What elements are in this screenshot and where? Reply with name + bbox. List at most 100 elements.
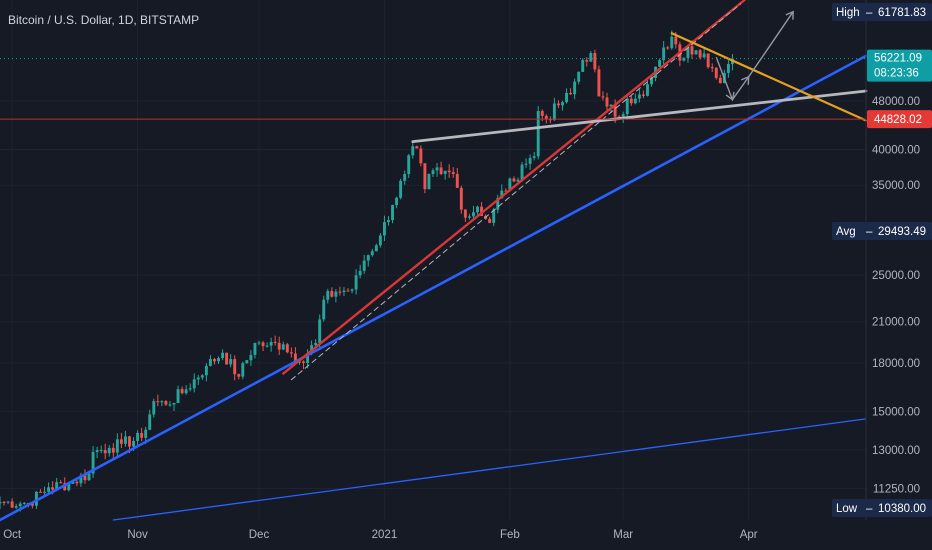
gray-neckline[interactable] [411, 89, 868, 144]
candle [115, 433, 119, 457]
candle-body [455, 174, 459, 188]
candle [168, 401, 172, 407]
candle-body [180, 389, 184, 394]
projection-arrow-path[interactable] [715, 11, 794, 102]
candle-body [480, 206, 484, 216]
candle-body [87, 473, 91, 481]
dashed-channel-line[interactable] [290, 3, 742, 381]
candle [419, 145, 423, 167]
candle-body [217, 358, 220, 362]
candle-body [176, 389, 180, 403]
avg-badge-separator: – [866, 226, 873, 238]
time-axis[interactable]: Oct Nov Dec 2021 Feb Mar Apr [3, 529, 758, 541]
candle-body [103, 450, 107, 454]
candle-body [597, 69, 601, 97]
candle [581, 58, 585, 72]
candle-body [123, 436, 127, 444]
candle [322, 295, 326, 322]
candle [593, 49, 597, 73]
candle-body [136, 433, 140, 441]
candle [107, 445, 111, 457]
candle [245, 359, 249, 364]
candle [140, 427, 144, 442]
candle-body [585, 60, 589, 62]
candle-body [488, 218, 492, 223]
candle [698, 49, 702, 60]
candle-body [95, 450, 99, 452]
candle-body [524, 163, 528, 165]
candle [314, 339, 318, 347]
candle [431, 168, 435, 177]
candle [346, 288, 350, 292]
candle [391, 204, 394, 224]
candle-body [492, 209, 496, 223]
candle [111, 443, 115, 458]
candle [443, 170, 447, 180]
candle [532, 151, 536, 161]
low-badge-separator: – [866, 503, 873, 515]
candle-body [500, 190, 504, 199]
candle-body [467, 216, 471, 218]
candle [488, 216, 492, 224]
candle-body [399, 180, 403, 198]
candle [253, 342, 257, 359]
candle [229, 354, 233, 368]
candle [39, 489, 42, 493]
red-trendline[interactable] [282, 0, 746, 375]
candle [382, 215, 386, 241]
candle [686, 46, 690, 63]
candle-body [435, 167, 439, 171]
candle-body [548, 119, 552, 121]
drawings [0, 0, 868, 522]
candle-body [253, 342, 257, 355]
candle-body [532, 156, 536, 158]
candle-body [152, 401, 156, 415]
candle [176, 385, 180, 404]
candle [22, 501, 26, 505]
candle-body [160, 401, 164, 403]
avg-badge-label: Avg [836, 226, 856, 238]
candle-body [322, 299, 326, 320]
candle-body [285, 344, 289, 353]
candle-body [144, 429, 148, 438]
candle [95, 446, 99, 459]
x-tick-label: Apr [740, 529, 758, 541]
candle-body [156, 401, 160, 403]
candle [43, 486, 46, 496]
candle-body [306, 353, 310, 363]
candle [233, 355, 237, 381]
main-blue-trendline[interactable] [0, 54, 868, 522]
projection-arrowhead [725, 91, 735, 101]
y-tick-label: 11250.00 [873, 484, 920, 496]
level-badge: 44828.02 [867, 110, 932, 129]
candle [119, 432, 123, 449]
candle-body [621, 114, 625, 117]
candle-body [650, 77, 653, 85]
candle [204, 363, 208, 382]
candle [354, 269, 358, 295]
candle-body [581, 60, 585, 72]
candle-body [694, 50, 698, 55]
candle-body [423, 163, 427, 190]
candle-body [208, 358, 212, 366]
candle [374, 243, 378, 252]
candle [395, 196, 399, 209]
candle-body [261, 342, 265, 347]
candle-body [496, 198, 500, 210]
candle-body [573, 81, 577, 95]
candle-body [516, 179, 520, 182]
yellow-descending-line[interactable] [670, 32, 868, 122]
long-term-blue-trendline[interactable] [112, 418, 867, 521]
candle-body [601, 96, 605, 98]
candle [399, 178, 403, 200]
last-price-value: 56221.09 [874, 53, 922, 65]
candle-body [431, 170, 435, 175]
price-axis[interactable]: 11250.00 13000.00 15000.00 18000.00 21000.00… [872, 96, 920, 496]
candle-body [472, 212, 475, 217]
candle [641, 90, 645, 99]
candle-body [334, 291, 338, 297]
candle-body [2, 501, 6, 503]
candle-body [690, 46, 694, 55]
